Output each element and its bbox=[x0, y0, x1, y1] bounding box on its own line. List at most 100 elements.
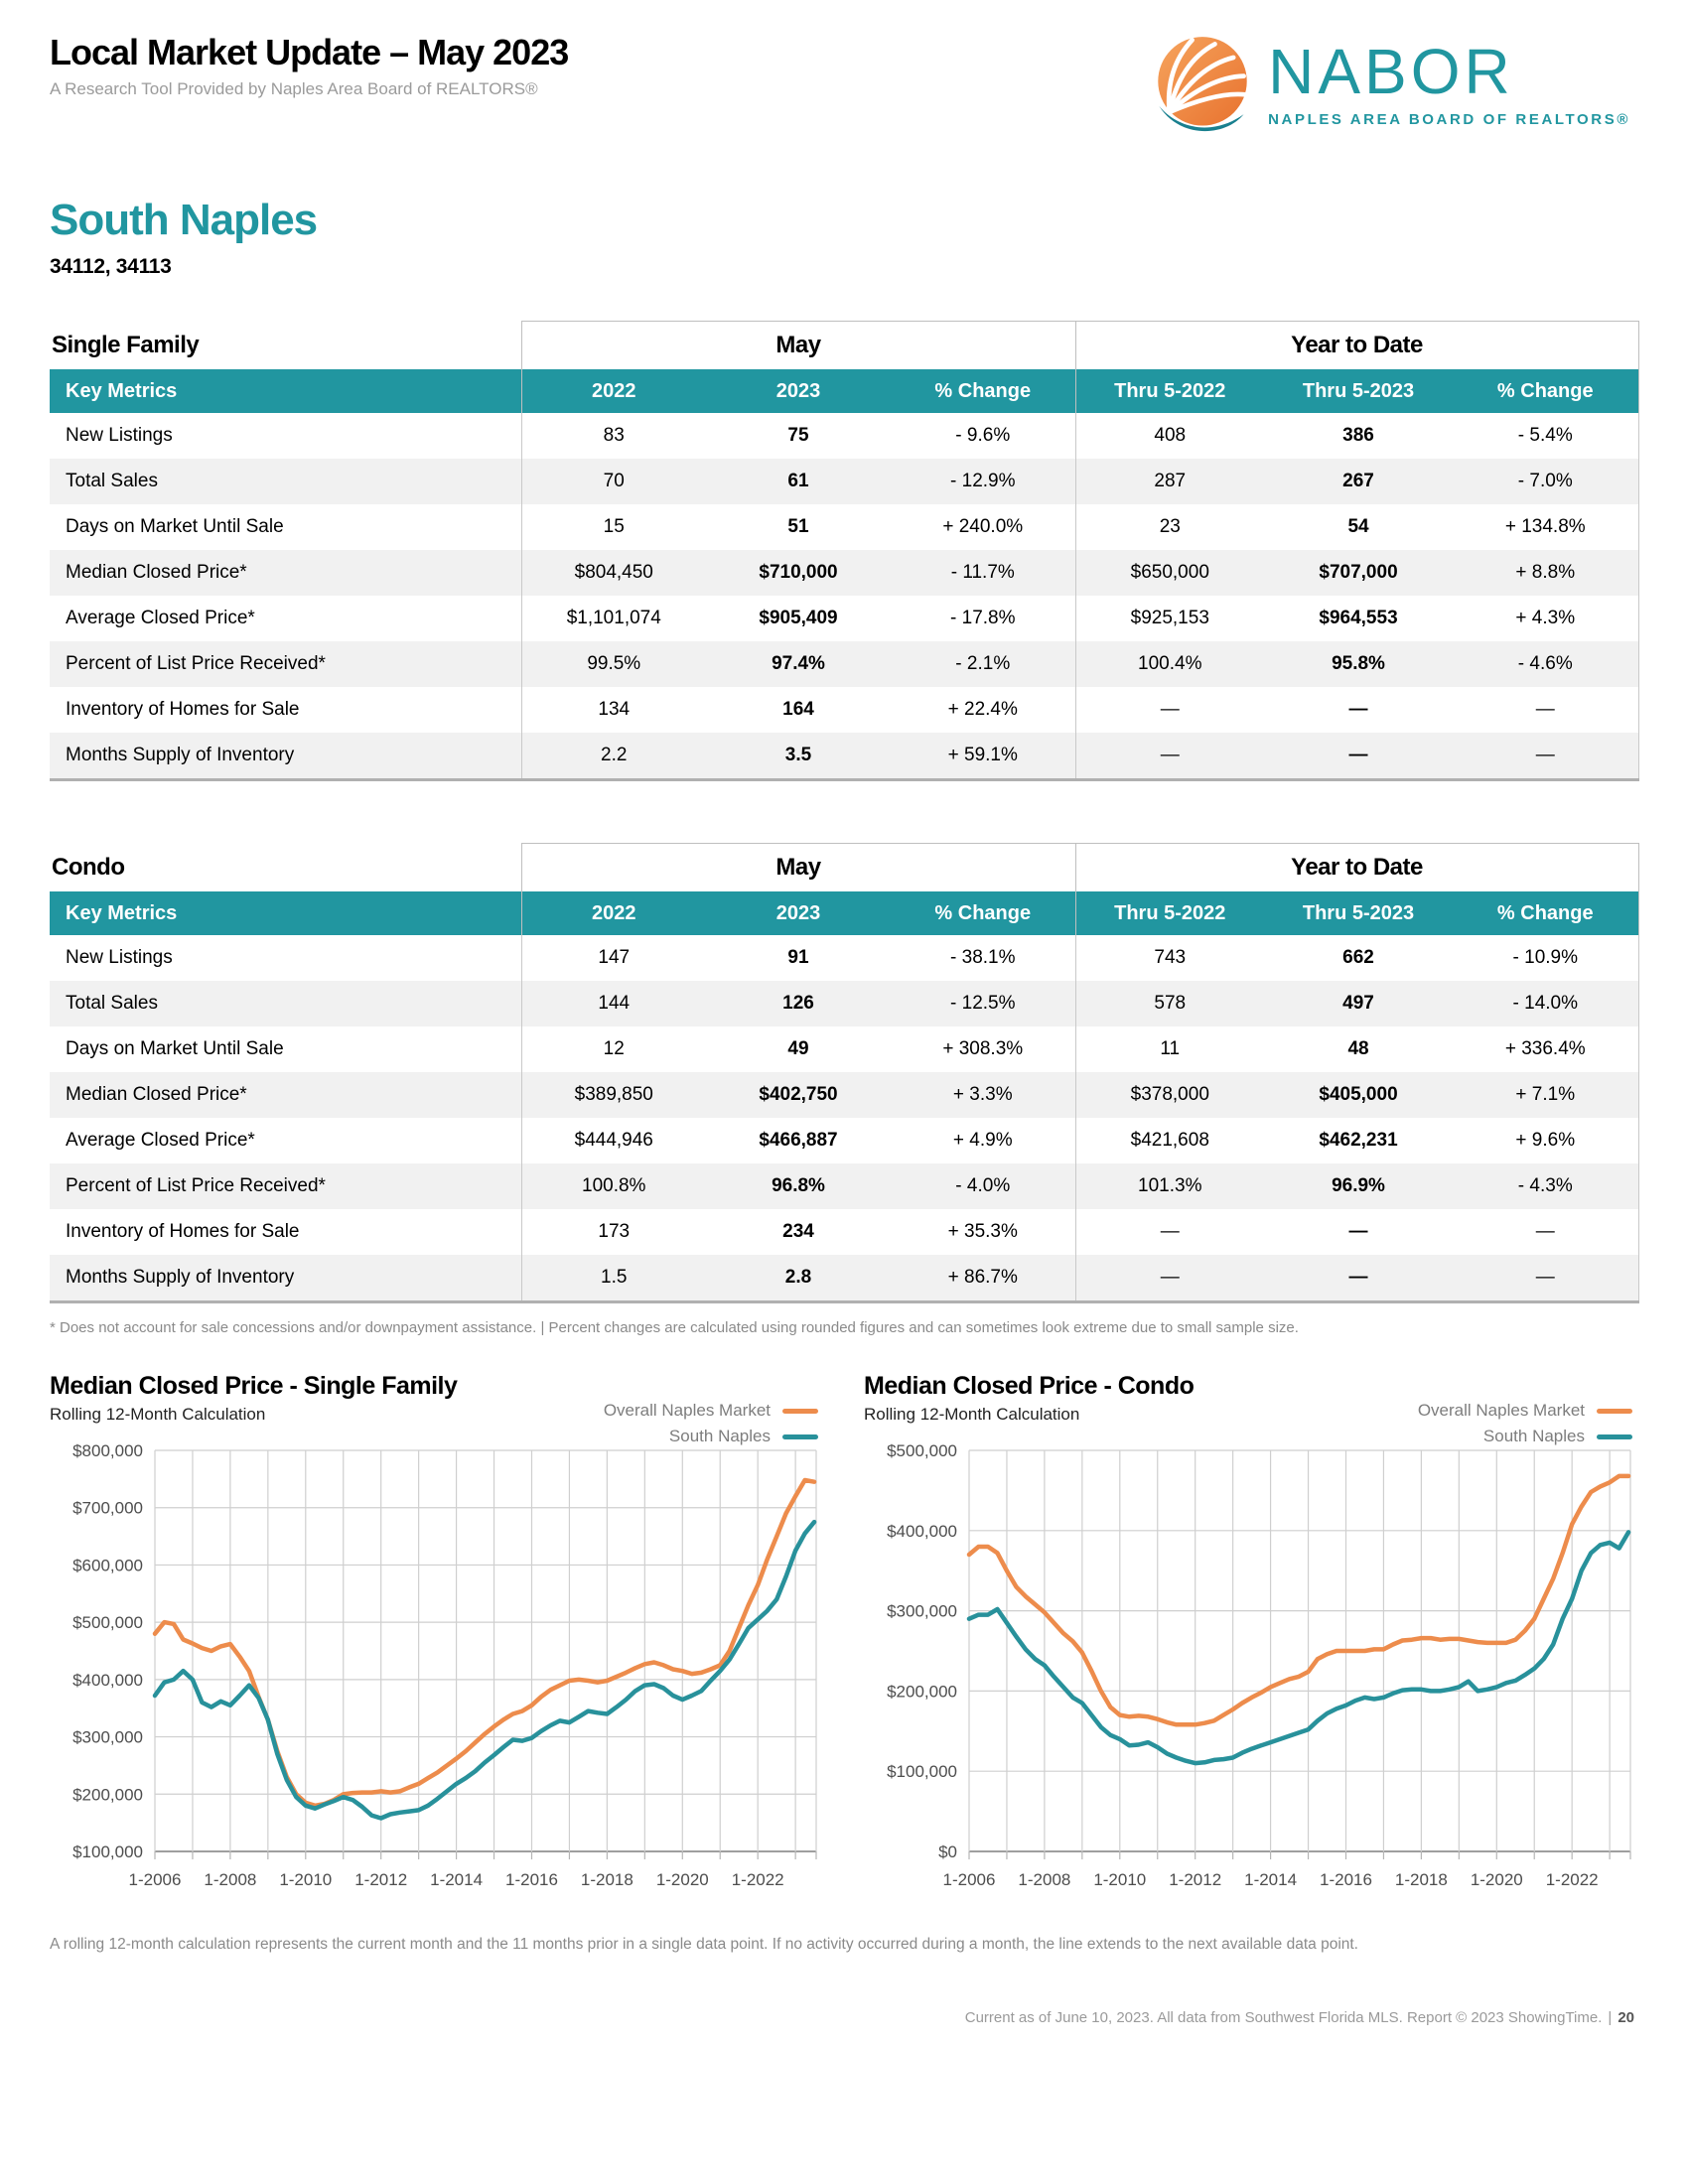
table-cell: — bbox=[1264, 733, 1454, 780]
page-title: Local Market Update – May 2023 bbox=[50, 32, 569, 72]
chart-legend: Overall Naples Market South Naples bbox=[1418, 1398, 1632, 1449]
table-cell: Total Sales bbox=[50, 981, 521, 1026]
y-axis-tick-label: $700,000 bbox=[72, 1499, 143, 1518]
table-group-header-row: Single Family May Year to Date bbox=[50, 321, 1639, 369]
table-cell: 15 bbox=[520, 504, 706, 550]
table-cell: - 12.5% bbox=[891, 981, 1076, 1026]
table-cell: — bbox=[1074, 1209, 1265, 1255]
table-cell: Average Closed Price* bbox=[50, 596, 521, 641]
table-cell: 234 bbox=[706, 1209, 891, 1255]
table-cell: $462,231 bbox=[1264, 1118, 1454, 1163]
legend-entry: South Naples bbox=[604, 1424, 818, 1449]
table-row: Inventory of Homes for Sale 173 234 + 35.3%… bbox=[50, 1209, 1639, 1255]
legend-color-swatch bbox=[782, 1409, 818, 1415]
y-axis-tick-label: $300,000 bbox=[887, 1602, 957, 1621]
credit-separator: | bbox=[1608, 2009, 1613, 2026]
table-cell: $905,409 bbox=[706, 596, 891, 641]
column-header: % Change bbox=[1453, 891, 1639, 935]
table-cell: 54 bbox=[1264, 504, 1454, 550]
column-header: % Change bbox=[891, 891, 1076, 935]
table-cell: — bbox=[1074, 733, 1265, 780]
credit-text: Current as of June 10, 2023. All data fr… bbox=[964, 2009, 1603, 2026]
chart-canvas: $0 $100,000 $200,000 $300,000 $400,000 $500,0… bbox=[887, 1441, 1631, 1889]
x-axis-tick-label: 1-2008 bbox=[1018, 1870, 1070, 1889]
page-number: 20 bbox=[1618, 2009, 1634, 2026]
x-axis-tick-label: 1-2018 bbox=[581, 1870, 633, 1889]
page-subtitle: A Research Tool Provided by Naples Area … bbox=[50, 78, 538, 98]
region-title: South Naples bbox=[50, 196, 318, 244]
table-cell: 49 bbox=[706, 1026, 891, 1072]
column-header: Thru 5-2023 bbox=[1264, 891, 1454, 935]
table-cell: + 134.8% bbox=[1453, 504, 1639, 550]
report-header: Local Market Update – May 2023 A Researc… bbox=[50, 34, 1638, 142]
column-header: Thru 5-2022 bbox=[1074, 369, 1265, 413]
series-line-overall-naples-market bbox=[966, 1473, 1631, 1727]
table-cell: - 12.9% bbox=[891, 459, 1076, 504]
table-cell: - 10.9% bbox=[1453, 935, 1639, 981]
table-cell: — bbox=[1453, 687, 1639, 733]
table-cell: New Listings bbox=[50, 935, 521, 981]
table-cell: $804,450 bbox=[520, 550, 706, 596]
legend-entry: Overall Naples Market bbox=[1418, 1398, 1632, 1424]
x-axis-tick-label: 1-2022 bbox=[732, 1870, 784, 1889]
table-cell: $1,101,074 bbox=[520, 596, 706, 641]
table-cell: 144 bbox=[520, 981, 706, 1026]
table-cell: 2.2 bbox=[520, 733, 706, 780]
table-cell: $378,000 bbox=[1074, 1072, 1265, 1118]
table-cell: 2.8 bbox=[706, 1255, 891, 1302]
table-cell: — bbox=[1264, 1255, 1454, 1302]
table-cell: New Listings bbox=[50, 413, 521, 459]
y-axis-tick-label: $500,000 bbox=[887, 1441, 957, 1460]
y-axis-tick-label: $0 bbox=[938, 1843, 957, 1861]
table-cell: 100.8% bbox=[520, 1163, 706, 1209]
table-cell: 100.4% bbox=[1074, 641, 1265, 687]
table-cell: $466,887 bbox=[706, 1118, 891, 1163]
legend-label: South Naples bbox=[1482, 1427, 1585, 1445]
table-section-title: Single Family bbox=[50, 321, 521, 369]
table-cell: 147 bbox=[520, 935, 706, 981]
table-cell: — bbox=[1264, 1209, 1454, 1255]
nabor-logo-text: NABOR NAPLES AREA BOARD OF REALTORS® bbox=[1268, 34, 1630, 128]
report-credit: Current as of June 10, 2023. All data fr… bbox=[50, 2009, 1638, 2026]
table-cell: - 9.6% bbox=[891, 413, 1076, 459]
column-header: 2022 bbox=[520, 891, 706, 935]
y-axis-tick-label: $100,000 bbox=[72, 1843, 143, 1861]
table-cell: $402,750 bbox=[706, 1072, 891, 1118]
may-group-header: May bbox=[520, 843, 1076, 891]
table-cell: 164 bbox=[706, 687, 891, 733]
table-cell: Median Closed Price* bbox=[50, 1072, 521, 1118]
table-cell: 101.3% bbox=[1074, 1163, 1265, 1209]
table-cell: Inventory of Homes for Sale bbox=[50, 1209, 521, 1255]
single-family-metrics-table: Single Family May Year to Date Key Metrics 2… bbox=[50, 321, 1639, 781]
table-cell: 173 bbox=[520, 1209, 706, 1255]
table-cell: Months Supply of Inventory bbox=[50, 1255, 521, 1302]
table-cell: 408 bbox=[1074, 413, 1265, 459]
table-cell: 134 bbox=[520, 687, 706, 733]
table-cell: $421,608 bbox=[1074, 1118, 1265, 1163]
table-cell: Percent of List Price Received* bbox=[50, 1163, 521, 1209]
table-group-header-row: Condo May Year to Date bbox=[50, 843, 1639, 891]
column-header: 2022 bbox=[520, 369, 706, 413]
table-cell: - 2.1% bbox=[891, 641, 1076, 687]
table-cell: 96.9% bbox=[1264, 1163, 1454, 1209]
rolling-calculation-note: A rolling 12-month calculation represent… bbox=[50, 1936, 1358, 1953]
table-cell: $405,000 bbox=[1264, 1072, 1454, 1118]
table-cell: - 5.4% bbox=[1453, 413, 1639, 459]
table-cell: - 4.3% bbox=[1453, 1163, 1639, 1209]
x-axis-tick-label: 1-2006 bbox=[129, 1870, 182, 1889]
legend-entry: South Naples bbox=[1418, 1424, 1632, 1449]
table-cell: + 4.3% bbox=[1453, 596, 1639, 641]
table-cell: + 308.3% bbox=[891, 1026, 1076, 1072]
table-row: Median Closed Price* $389,850 $402,750 + 3.… bbox=[50, 1072, 1639, 1118]
metrics-tables: Single Family May Year to Date Key Metrics 2… bbox=[50, 321, 1639, 1303]
year-to-date-group-header: Year to Date bbox=[1074, 321, 1639, 369]
table-cell: — bbox=[1264, 687, 1454, 733]
x-axis-tick-label: 1-2010 bbox=[279, 1870, 332, 1889]
chart-plot-area: $100,000 $200,000 $300,000 $400,000 $500,000… bbox=[50, 1434, 824, 1914]
x-axis-tick-label: 1-2018 bbox=[1395, 1870, 1448, 1889]
table-row: Percent of List Price Received* 99.5% 97.4… bbox=[50, 641, 1639, 687]
legend-entry: Overall Naples Market bbox=[604, 1398, 818, 1424]
x-axis-tick-label: 1-2012 bbox=[354, 1870, 407, 1889]
table-cell: 99.5% bbox=[520, 641, 706, 687]
